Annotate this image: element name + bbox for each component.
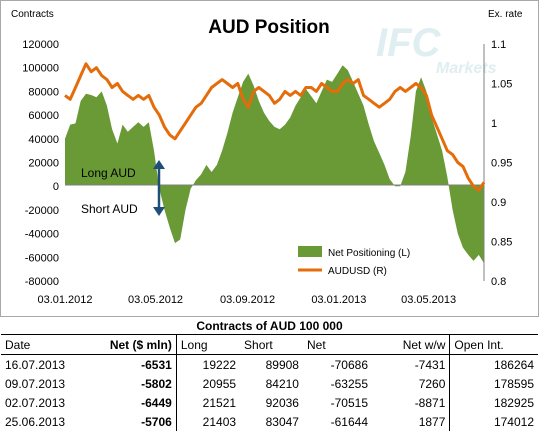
cell-net-mln: -6449 bbox=[69, 393, 177, 412]
cell-net: -61644 bbox=[330, 414, 369, 429]
cell-short: 92036 bbox=[265, 395, 299, 410]
long-short-arrow-icon bbox=[153, 160, 165, 216]
cell-net-ww: -7431 bbox=[372, 354, 451, 374]
y-left-tick-label: 120000 bbox=[22, 39, 59, 51]
cell-net: -70686 bbox=[330, 357, 369, 372]
cell-long: 21521 bbox=[202, 395, 237, 410]
x-tick-label: 03.01.2012 bbox=[37, 294, 92, 306]
cell-short: 84210 bbox=[265, 376, 299, 391]
y-left-tick-label: 100000 bbox=[22, 63, 59, 75]
cell-date: 25.06.2013 bbox=[5, 414, 66, 429]
y-right-tick-label: 0.9 bbox=[491, 197, 506, 209]
plot-area bbox=[64, 44, 486, 281]
right-axis-title: Ex. rate bbox=[488, 9, 523, 20]
y-left-tick-label: -40000 bbox=[25, 229, 59, 241]
cell-net-ww: -8871 bbox=[372, 393, 451, 412]
table-row: 02.07.2013 -6449 21521 92036 -70515 -887… bbox=[1, 393, 538, 412]
x-tick-label: 03.01.2013 bbox=[311, 294, 366, 306]
y-left-tick-label: 80000 bbox=[28, 86, 59, 98]
watermark-sub: Markets bbox=[436, 60, 497, 77]
aud-position-chart: IFC Markets Contracts Ex. rate AUD Posit… bbox=[11, 9, 523, 306]
cell-long: 20955 bbox=[202, 376, 237, 391]
y-left-tick-label: -60000 bbox=[25, 252, 59, 264]
cell-date: 09.07.2013 bbox=[5, 376, 66, 391]
positions-table: Date Net ($ mln) Long Short Net Net w/w … bbox=[1, 334, 538, 431]
left-axis-ticks: 120000 100000 80000 60000 40000 20000 0 -20000 -… bbox=[22, 39, 59, 288]
table-title: Contracts of AUD 100 000 bbox=[196, 319, 343, 333]
cell-net-mln: -6531 bbox=[69, 354, 177, 374]
y-right-tick-label: 1.05 bbox=[491, 79, 512, 91]
cell-date: 16.07.2013 bbox=[5, 357, 66, 372]
y-right-tick-label: 1 bbox=[491, 118, 497, 130]
short-aud-label: Short AUD bbox=[81, 202, 138, 216]
annotation: Long AUD Short AUD bbox=[81, 160, 165, 216]
cell-net-mln: -5706 bbox=[69, 412, 177, 431]
y-left-tick-label: -20000 bbox=[25, 205, 59, 217]
col-header-open-int: Open Int. bbox=[449, 334, 538, 355]
cell-net-ww: 7260 bbox=[372, 374, 451, 393]
y-right-tick-label: 0.8 bbox=[491, 276, 506, 288]
chart-title: AUD Position bbox=[208, 17, 329, 38]
x-tick-label: 03.05.2012 bbox=[128, 294, 183, 306]
x-tick-label: 03.05.2013 bbox=[401, 294, 456, 306]
cell-short: 83047 bbox=[265, 414, 299, 429]
cell-net-mln: -5802 bbox=[69, 374, 177, 393]
cell-open-int: 186264 bbox=[493, 357, 534, 372]
cell-open-int: 182925 bbox=[493, 395, 534, 410]
y-left-tick-label: -80000 bbox=[25, 276, 59, 288]
legend: Net Positioning (L) AUDUSD (R) bbox=[298, 246, 410, 277]
table-row: 09.07.2013 -5802 20955 84210 -63255 7260… bbox=[1, 374, 538, 393]
series-area-net-positioning bbox=[65, 65, 484, 264]
long-aud-label: Long AUD bbox=[81, 166, 136, 180]
cell-open-int: 178595 bbox=[493, 376, 534, 391]
right-axis-ticks: 1.1 1.05 1 0.95 0.9 0.85 0.8 bbox=[491, 39, 512, 288]
col-header-long: Long bbox=[176, 334, 241, 355]
y-right-tick-label: 0.95 bbox=[491, 158, 512, 170]
legend-label-net: Net Positioning (L) bbox=[328, 248, 410, 259]
watermark-brand: IFC bbox=[376, 21, 442, 65]
positions-table-section: Contracts of AUD 100 000 Date Net ($ mln… bbox=[0, 318, 539, 431]
table-row: 16.07.2013 -6531 19222 89908 -70686 -743… bbox=[1, 354, 538, 374]
legend-label-audusd: AUDUSD (R) bbox=[328, 266, 387, 277]
table-header-row: Date Net ($ mln) Long Short Net Net w/w … bbox=[1, 334, 538, 355]
y-right-tick-label: 0.85 bbox=[491, 237, 512, 249]
col-header-short: Short bbox=[240, 334, 303, 355]
cell-net: -63255 bbox=[330, 376, 369, 391]
y-left-tick-label: 40000 bbox=[28, 134, 59, 146]
cell-net-ww: 1877 bbox=[372, 412, 451, 431]
x-tick-label: 03.09.2012 bbox=[220, 294, 275, 306]
legend-swatch-net bbox=[298, 246, 322, 257]
y-right-tick-label: 1.1 bbox=[491, 39, 506, 51]
watermark: IFC Markets bbox=[376, 21, 497, 77]
left-axis-title: Contracts bbox=[11, 9, 54, 20]
col-header-date: Date bbox=[1, 334, 70, 355]
y-left-tick-label: 20000 bbox=[28, 158, 59, 170]
x-axis-ticks: 03.01.2012 03.05.2012 03.09.2012 03.01.2013… bbox=[37, 294, 456, 306]
col-header-net: Net bbox=[302, 334, 373, 355]
cell-date: 02.07.2013 bbox=[5, 395, 66, 410]
series-line-audusd bbox=[64, 62, 486, 192]
chart-panel: IFC Markets Contracts Ex. rate AUD Posit… bbox=[0, 0, 539, 317]
y-left-tick-label: 60000 bbox=[28, 110, 59, 122]
col-header-net-ww: Net w/w bbox=[372, 334, 451, 355]
cell-long: 21403 bbox=[202, 414, 237, 429]
y-left-tick-label: 0 bbox=[53, 181, 59, 193]
col-header-net-mln: Net ($ mln) bbox=[69, 334, 177, 355]
cell-net: -70515 bbox=[330, 395, 369, 410]
cell-short: 89908 bbox=[265, 357, 299, 372]
table-row: 25.06.2013 -5706 21403 83047 -61644 1877… bbox=[1, 412, 538, 431]
cell-long: 19222 bbox=[202, 357, 237, 372]
cell-open-int: 174012 bbox=[493, 414, 534, 429]
